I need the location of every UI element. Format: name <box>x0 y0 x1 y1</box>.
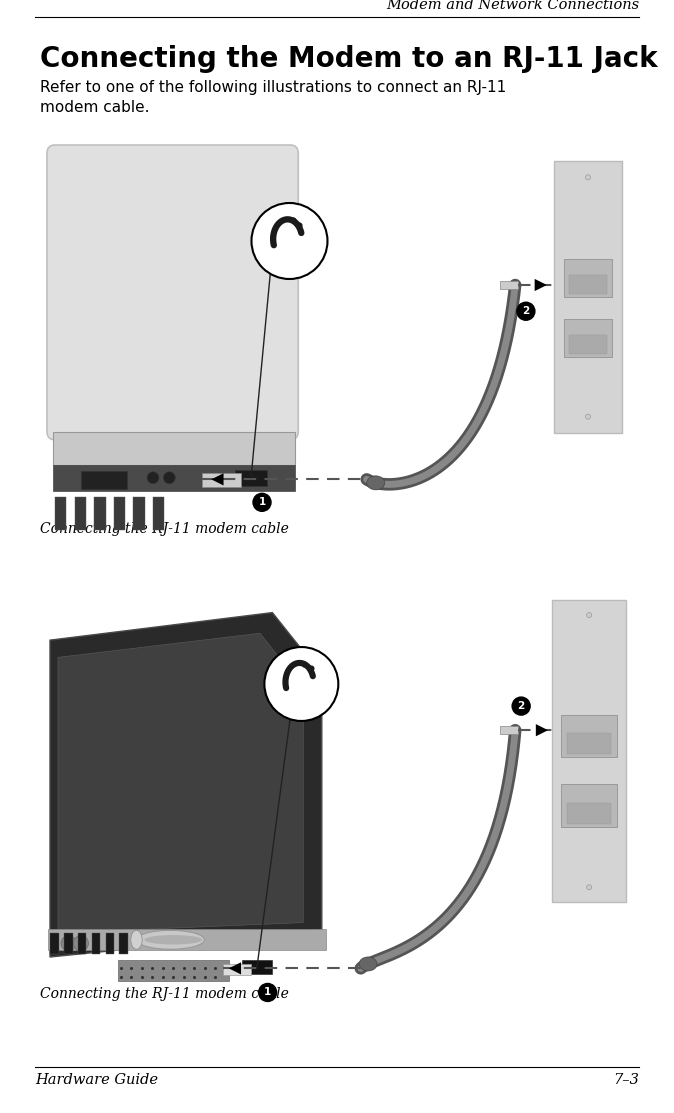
Bar <box>153 498 164 530</box>
Text: 7–3: 7–3 <box>613 1073 639 1087</box>
Text: Connecting the RJ-11 modem cable: Connecting the RJ-11 modem cable <box>40 987 289 1001</box>
Ellipse shape <box>359 957 377 971</box>
Ellipse shape <box>137 930 204 949</box>
Bar <box>569 335 607 354</box>
Circle shape <box>73 936 88 951</box>
Bar <box>119 933 128 954</box>
Bar <box>81 471 127 490</box>
Bar <box>53 464 295 491</box>
Circle shape <box>61 936 76 951</box>
Bar <box>114 498 125 530</box>
Bar <box>78 933 86 954</box>
Circle shape <box>259 984 276 1002</box>
Text: Connecting the RJ-11 modem cable: Connecting the RJ-11 modem cable <box>40 522 289 536</box>
Bar <box>567 802 611 824</box>
Bar <box>500 726 518 735</box>
Text: Hardware Guide: Hardware Guide <box>35 1073 158 1087</box>
Circle shape <box>264 647 338 721</box>
Circle shape <box>586 414 590 420</box>
Text: Connecting the Modem to an RJ-11 Jack: Connecting the Modem to an RJ-11 Jack <box>40 45 658 73</box>
Text: 1: 1 <box>258 498 266 508</box>
Bar <box>552 600 626 903</box>
Circle shape <box>586 885 592 889</box>
Circle shape <box>586 612 592 618</box>
Text: 1: 1 <box>264 987 271 997</box>
Ellipse shape <box>131 930 142 949</box>
Ellipse shape <box>145 935 202 945</box>
Circle shape <box>251 203 328 279</box>
Bar <box>94 498 106 530</box>
Text: 2: 2 <box>518 701 525 711</box>
Text: 2: 2 <box>522 306 530 316</box>
Bar <box>564 259 612 297</box>
Bar <box>569 275 607 294</box>
Circle shape <box>163 472 175 484</box>
Bar <box>92 933 100 954</box>
Circle shape <box>517 303 535 321</box>
Bar <box>75 498 86 530</box>
Bar <box>235 470 268 486</box>
Bar <box>561 785 617 827</box>
Polygon shape <box>50 612 321 957</box>
Polygon shape <box>58 633 303 933</box>
Bar <box>561 715 617 757</box>
Bar <box>53 432 295 464</box>
Bar <box>223 964 251 975</box>
Bar <box>50 933 59 954</box>
Bar <box>241 961 272 974</box>
Bar <box>64 933 73 954</box>
Bar <box>564 318 612 357</box>
Bar <box>48 929 326 951</box>
Bar <box>567 733 611 755</box>
Bar <box>55 498 67 530</box>
Bar <box>118 961 229 981</box>
Circle shape <box>147 472 159 484</box>
Bar <box>202 473 241 486</box>
Circle shape <box>586 175 590 180</box>
Bar <box>106 933 115 954</box>
Bar <box>500 280 518 289</box>
Circle shape <box>253 493 271 511</box>
FancyBboxPatch shape <box>47 145 298 440</box>
Text: Modem and Network Connections: Modem and Network Connections <box>386 0 639 12</box>
Ellipse shape <box>367 476 385 490</box>
Text: Refer to one of the following illustrations to connect an RJ-11
modem cable.: Refer to one of the following illustrati… <box>40 80 506 115</box>
Circle shape <box>512 697 530 715</box>
Bar <box>133 498 145 530</box>
Bar <box>554 161 622 433</box>
